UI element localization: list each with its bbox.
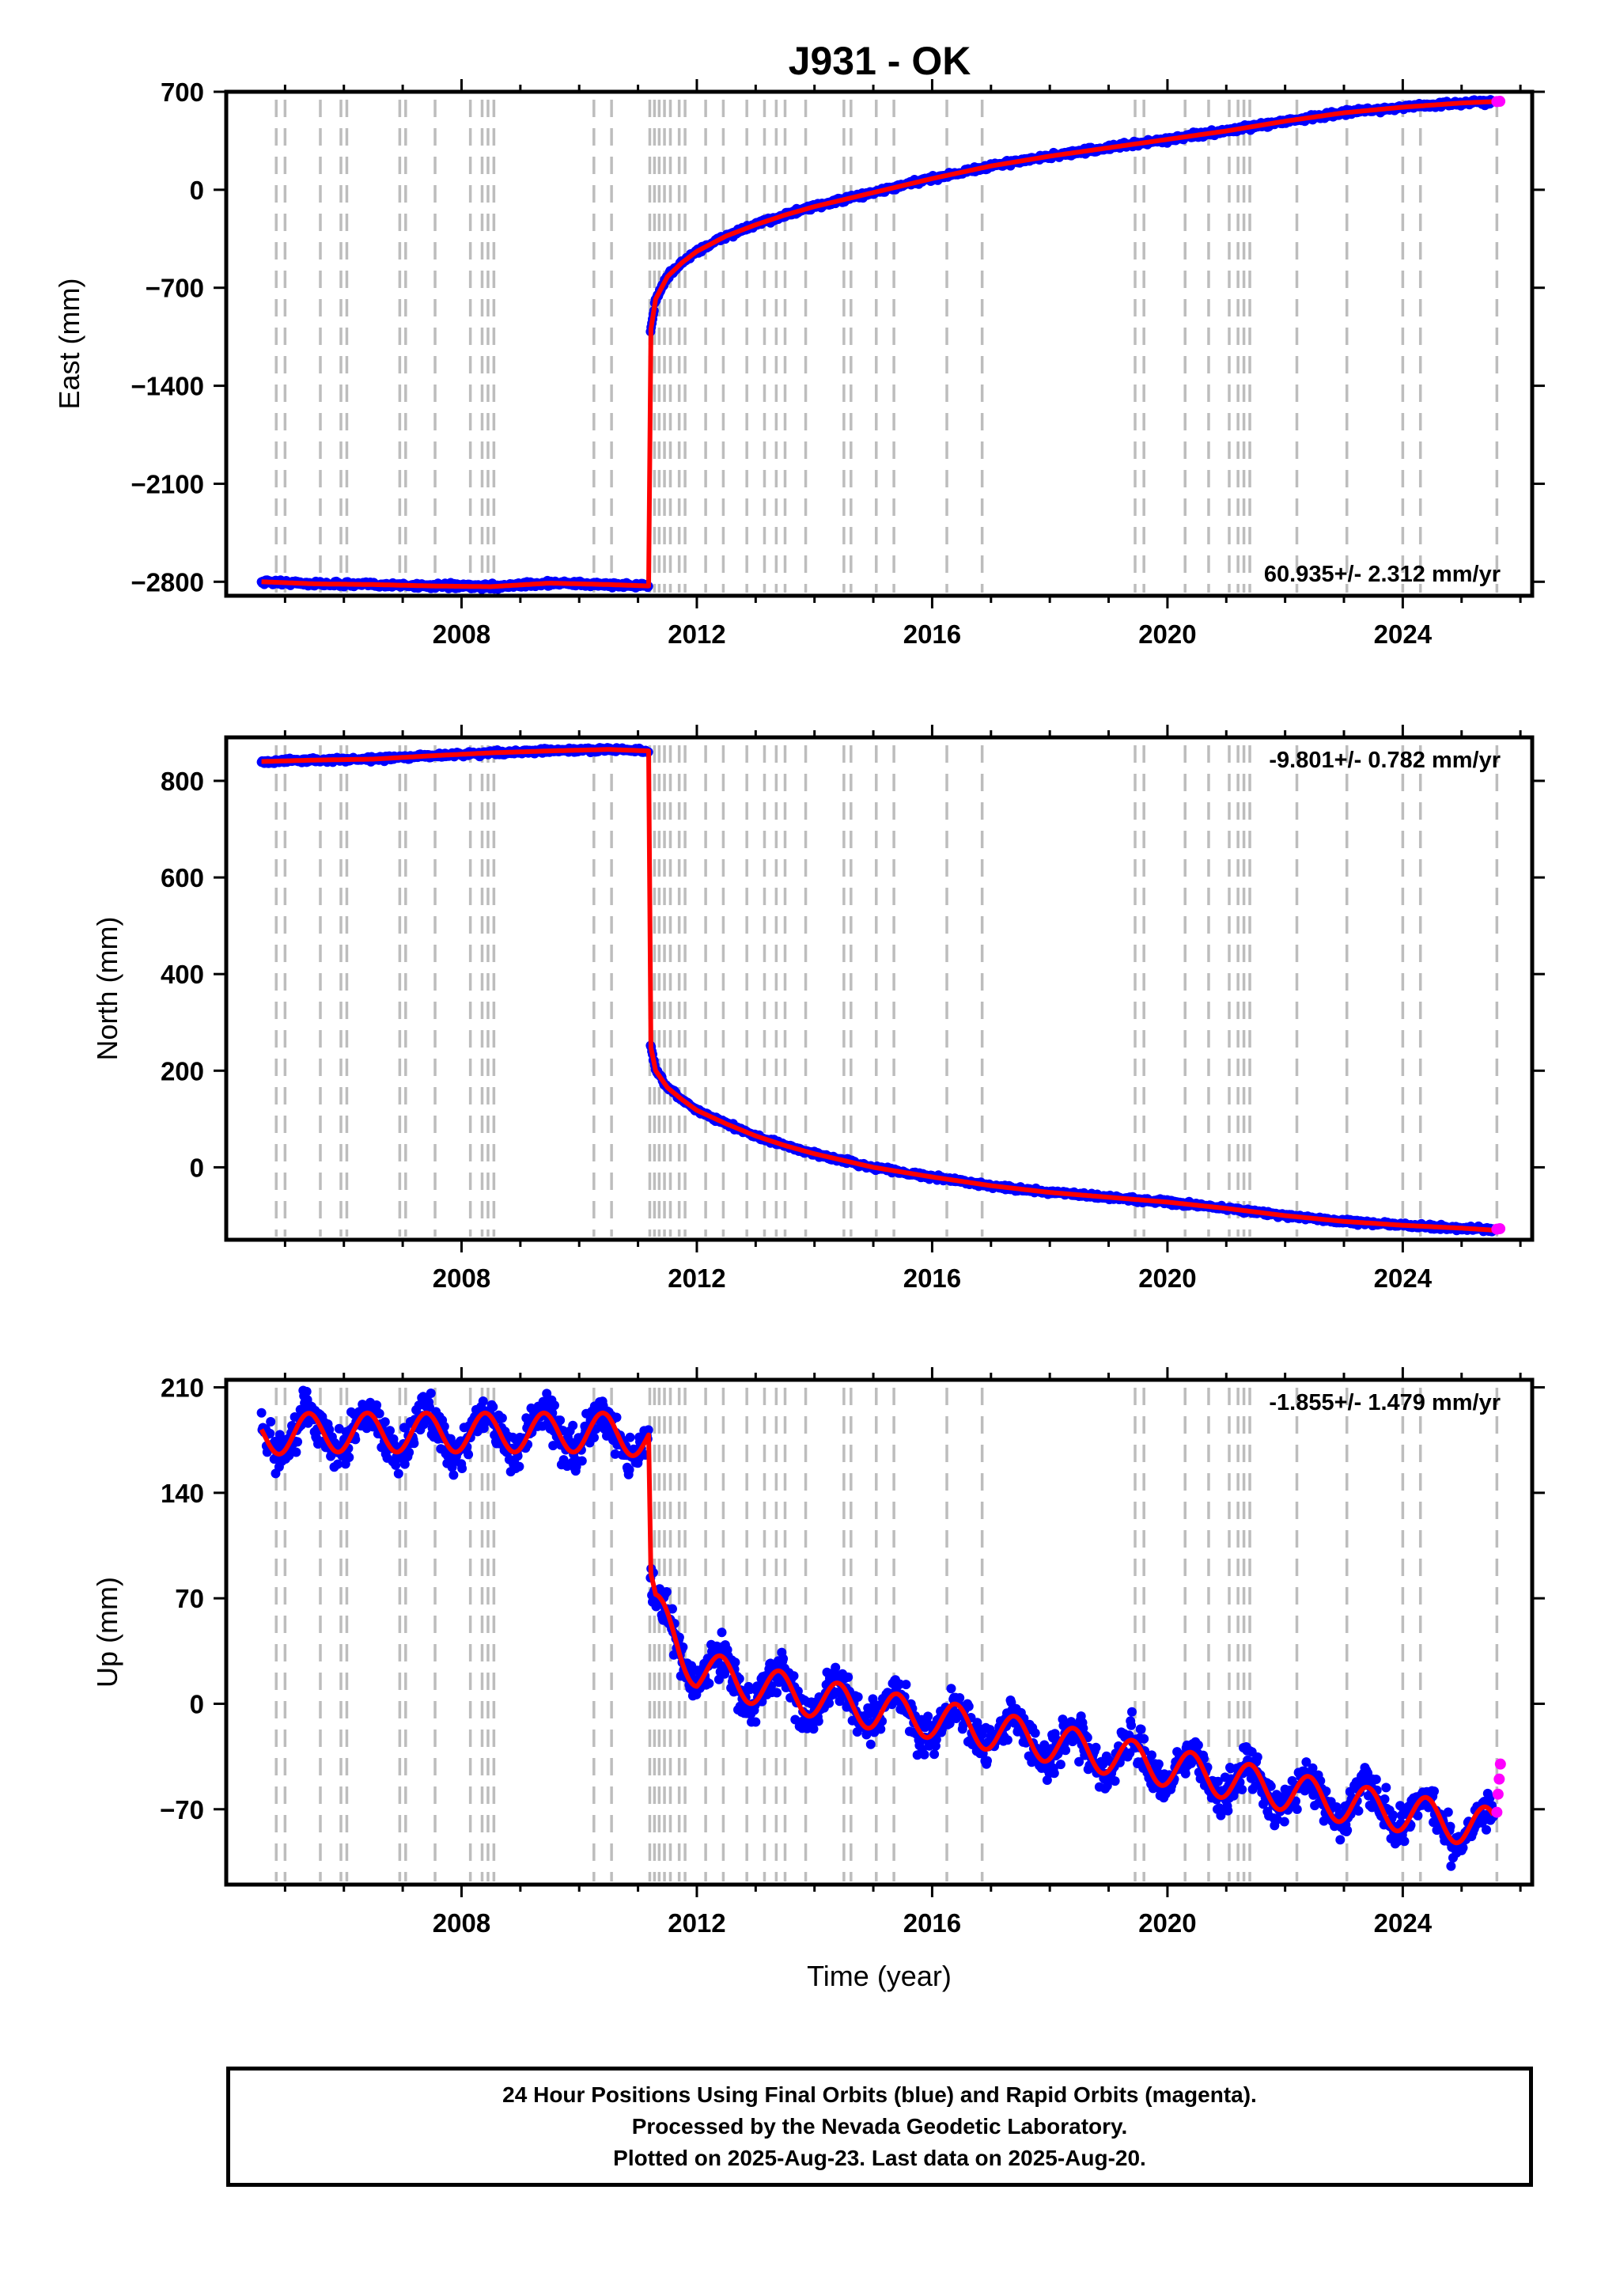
up-point	[449, 1470, 459, 1480]
up-point	[929, 1749, 940, 1760]
east-ytick-label: 0	[190, 176, 204, 205]
east-ytick-label: −700	[146, 274, 204, 303]
up-point	[1049, 1768, 1059, 1779]
east-rate-label: 60.935+/- 2.312 mm/yr	[1264, 562, 1501, 587]
up-point	[457, 1464, 467, 1473]
east-xtick-label: 2024	[1374, 619, 1433, 649]
up-point	[393, 1468, 403, 1479]
up-point	[919, 1749, 929, 1760]
east-ticks	[214, 79, 1545, 608]
up-point	[266, 1417, 276, 1426]
up-point	[661, 1587, 672, 1597]
north-xtick-label: 2024	[1374, 1264, 1433, 1293]
up-point	[625, 1432, 635, 1442]
up-point	[291, 1447, 301, 1457]
north-xtick-label: 2008	[433, 1264, 490, 1293]
north-ytick-label: 400	[161, 960, 204, 989]
north-rapid-point-1	[1494, 1222, 1506, 1234]
up-point	[409, 1438, 419, 1449]
up-point	[717, 1627, 727, 1638]
up-point	[589, 1433, 599, 1442]
north-rate-label: -9.801+/- 0.782 mm/yr	[1269, 748, 1501, 773]
north-ytick-label: 0	[190, 1153, 204, 1182]
north-xtick-label: 2020	[1138, 1264, 1196, 1293]
east-xtick-label: 2016	[903, 619, 961, 649]
up-point	[385, 1426, 395, 1436]
up-point	[923, 1711, 933, 1722]
up-point	[946, 1684, 956, 1694]
east-event-lines	[274, 100, 1499, 593]
north-ytick-label: 600	[161, 863, 204, 892]
north-xtick-label: 2012	[668, 1264, 725, 1293]
panel-north: 2008 2012 2016 2020 2024 800 600 400 200 0 North (…	[91, 725, 1545, 1293]
up-point	[514, 1461, 524, 1472]
east-ytick-label: −2800	[131, 567, 204, 597]
north-ytick-label: 800	[161, 767, 204, 796]
east-plot-frame	[224, 89, 1535, 598]
up-point	[813, 1716, 823, 1726]
up-point	[426, 1389, 436, 1398]
up-point	[624, 1464, 634, 1475]
up-point	[955, 1693, 965, 1703]
north-ytick-label: 200	[161, 1056, 204, 1085]
up-point	[843, 1672, 853, 1682]
up-point	[1055, 1760, 1065, 1770]
up-point	[751, 1717, 761, 1727]
panel-east: 2008 2012 2016 2020 2024 700 0 −700 −1400 −2100 −2…	[53, 78, 1545, 649]
up-point	[730, 1658, 740, 1668]
east-rapid-point-1	[1494, 96, 1506, 108]
up-point	[901, 1680, 911, 1690]
up-point	[577, 1456, 587, 1466]
up-point	[865, 1739, 876, 1749]
up-point	[568, 1420, 578, 1430]
up-point	[853, 1692, 863, 1702]
east-ytick-label: −2100	[131, 469, 204, 498]
east-ylabel: East (mm)	[53, 278, 85, 410]
up-point	[372, 1400, 382, 1410]
up-point	[1091, 1742, 1101, 1752]
up-point	[1110, 1776, 1120, 1786]
up-point	[704, 1678, 714, 1688]
north-ylabel: North (mm)	[91, 917, 123, 1061]
up-point	[876, 1724, 886, 1734]
east-xtick-label: 2012	[668, 619, 725, 649]
up-point	[982, 1756, 992, 1766]
up-point	[789, 1671, 799, 1681]
up-point	[550, 1400, 559, 1411]
up-point	[301, 1386, 312, 1396]
east-xtick-label: 2008	[433, 619, 490, 649]
up-point	[772, 1688, 782, 1698]
up-point	[1030, 1728, 1040, 1738]
up-point	[488, 1402, 498, 1412]
east-xtick-label: 2020	[1138, 619, 1196, 649]
up-point	[404, 1447, 414, 1457]
up-point	[1002, 1735, 1012, 1745]
panels-group: 2008 2012 2016 2020 2024 700 0 −700 −1400 −2100 −2…	[53, 78, 1545, 1992]
up-point	[464, 1449, 474, 1460]
up-point	[478, 1396, 488, 1406]
up-point	[778, 1654, 789, 1664]
east-ytick-label: 700	[161, 78, 204, 107]
up-point	[344, 1453, 354, 1462]
up-point	[256, 1408, 267, 1418]
north-xtick-label: 2016	[903, 1264, 961, 1293]
up-point	[497, 1413, 507, 1423]
east-ytick-label: −1400	[131, 372, 204, 401]
chart-title: J931 - OK	[789, 39, 971, 83]
up-point	[1061, 1745, 1071, 1756]
up-point	[380, 1417, 390, 1427]
up-point	[963, 1701, 974, 1711]
